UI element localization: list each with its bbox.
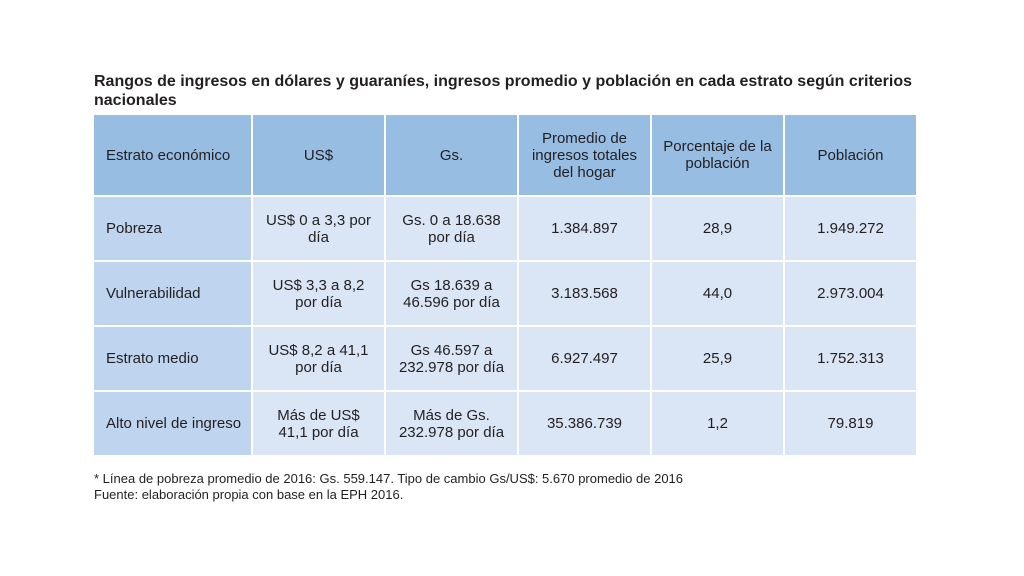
cell-poblacion: 1.752.313 — [785, 327, 916, 390]
document: Rangos de ingresos en dólares y guaraníe… — [94, 72, 920, 503]
header-estrato: Estrato económico — [94, 115, 251, 195]
cell-poblacion: 79.819 — [785, 392, 916, 455]
cell-gs: Gs 18.639 a 46.596 por día — [386, 262, 517, 325]
table-row: Pobreza US$ 0 a 3,3 por día Gs. 0 a 18.6… — [94, 197, 916, 260]
header-usd: US$ — [253, 115, 384, 195]
header-porcentaje: Porcentaje de la población — [652, 115, 783, 195]
cell-promedio: 6.927.497 — [519, 327, 650, 390]
cell-poblacion: 2.973.004 — [785, 262, 916, 325]
table-header-row: Estrato económico US$ Gs. Promedio de in… — [94, 115, 916, 195]
cell-porcentaje: 44,0 — [652, 262, 783, 325]
cell-gs: Gs. 0 a 18.638 por día — [386, 197, 517, 260]
table-row: Vulnerabilidad US$ 3,3 a 8,2 por día Gs … — [94, 262, 916, 325]
cell-usd: US$ 3,3 a 8,2 por día — [253, 262, 384, 325]
income-strata-table: Estrato económico US$ Gs. Promedio de in… — [92, 113, 918, 457]
footnote-source: Fuente: elaboración propia con base en l… — [94, 487, 404, 502]
cell-estrato: Alto nivel de ingreso — [94, 392, 251, 455]
cell-promedio: 1.384.897 — [519, 197, 650, 260]
header-promedio: Promedio de ingresos totales del hogar — [519, 115, 650, 195]
cell-porcentaje: 1,2 — [652, 392, 783, 455]
cell-promedio: 3.183.568 — [519, 262, 650, 325]
footnotes: * Línea de pobreza promedio de 2016: Gs.… — [94, 471, 920, 503]
cell-usd: US$ 8,2 a 41,1 por día — [253, 327, 384, 390]
cell-estrato: Pobreza — [94, 197, 251, 260]
cell-gs: Gs 46.597 a 232.978 por día — [386, 327, 517, 390]
table-title: Rangos de ingresos en dólares y guaraníe… — [94, 73, 913, 109]
header-poblacion: Población — [785, 115, 916, 195]
table-row: Alto nivel de ingreso Más de US$ 41,1 po… — [94, 392, 916, 455]
cell-poblacion: 1.949.272 — [785, 197, 916, 260]
cell-porcentaje: 28,9 — [652, 197, 783, 260]
cell-promedio: 35.386.739 — [519, 392, 650, 455]
cell-usd: US$ 0 a 3,3 por día — [253, 197, 384, 260]
cell-estrato: Vulnerabilidad — [94, 262, 251, 325]
cell-gs: Más de Gs. 232.978 por día — [386, 392, 517, 455]
cell-usd: Más de US$ 41,1 por día — [253, 392, 384, 455]
header-gs: Gs. — [386, 115, 517, 195]
table-row: Estrato medio US$ 8,2 a 41,1 por día Gs … — [94, 327, 916, 390]
cell-porcentaje: 25,9 — [652, 327, 783, 390]
cell-estrato: Estrato medio — [94, 327, 251, 390]
footnote-poverty-line: * Línea de pobreza promedio de 2016: Gs.… — [94, 471, 684, 486]
